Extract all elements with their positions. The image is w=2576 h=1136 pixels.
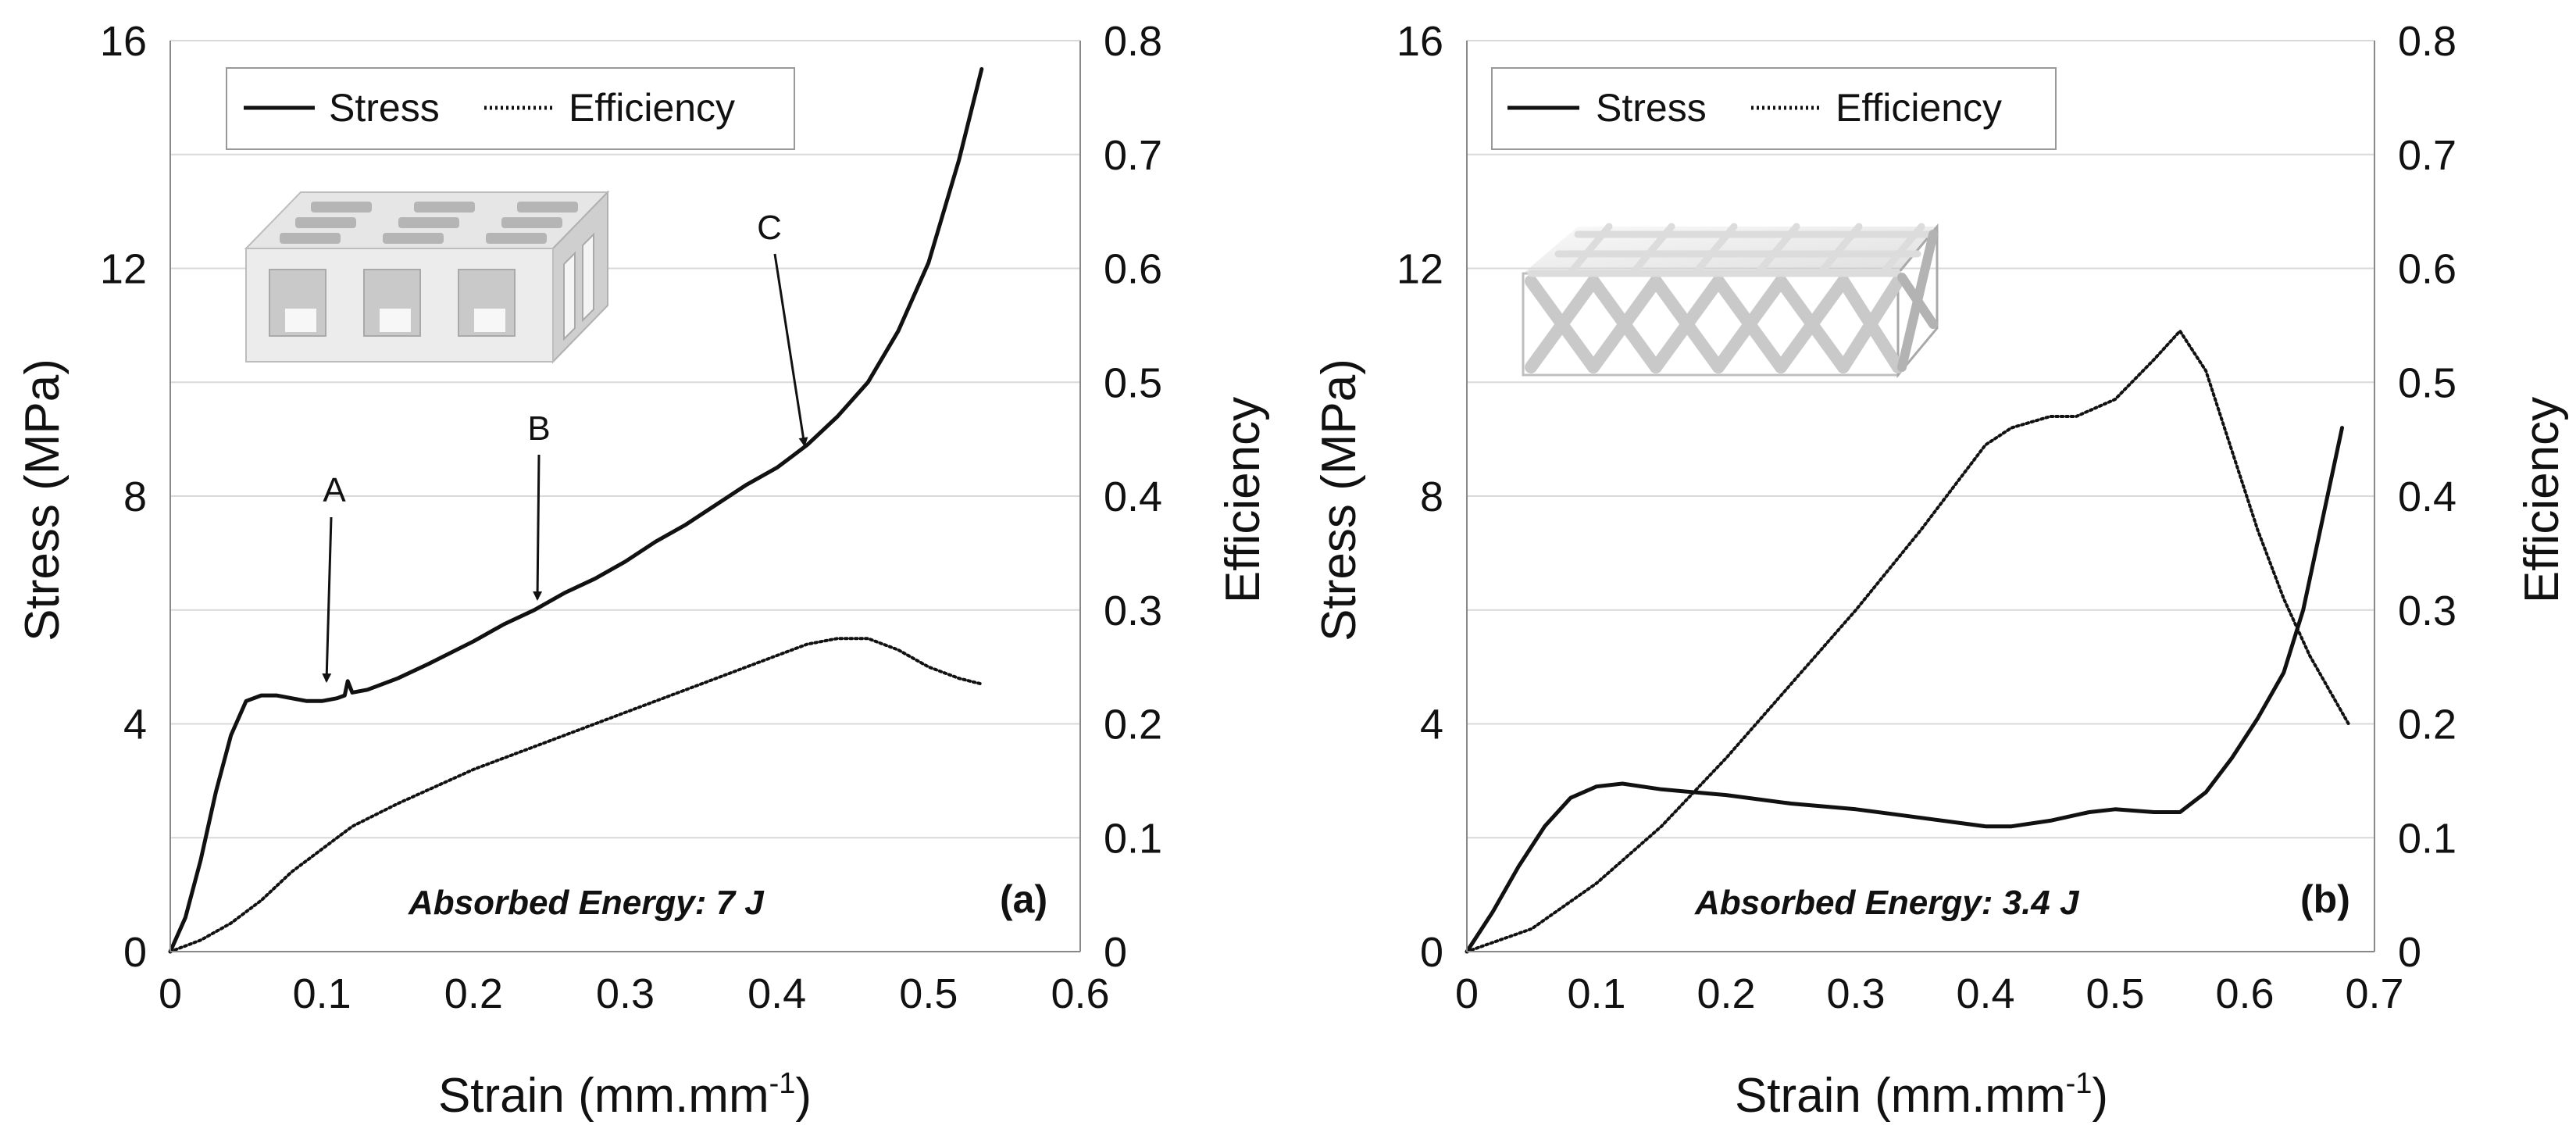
legend-stress-label: Stress <box>1596 86 1707 130</box>
y-axis-title: Stress (MPa) <box>16 359 70 641</box>
axes-a <box>169 41 1081 952</box>
series-group-a <box>168 66 984 954</box>
y2-tick-label: 0.6 <box>2398 246 2456 293</box>
x-tick-label: 0.7 <box>2345 970 2403 1017</box>
y-tick-label: 8 <box>1420 473 1443 520</box>
stress-series-line <box>1465 426 2344 954</box>
x-axis-title: Strain (mm.mm-1) <box>1735 1067 2108 1123</box>
legend-stress-label: Stress <box>329 86 440 130</box>
stress-series-line <box>168 66 984 954</box>
y2-tick-label: 0.6 <box>1104 246 1162 293</box>
x-tick-label: 0.4 <box>747 970 806 1017</box>
y-tick-label: 8 <box>123 473 147 520</box>
y2-tick-label: 0.3 <box>1104 588 1162 634</box>
y-tick-label: 12 <box>100 246 147 293</box>
y2-tick-label: 0.2 <box>1104 702 1162 748</box>
y-tick-label: 16 <box>100 18 147 65</box>
x-tick-label: 0.2 <box>444 970 503 1017</box>
y2-tick-label: 0.3 <box>2398 588 2456 634</box>
lattice-structure-image <box>1522 223 1939 379</box>
y2-tick-label: 0 <box>1104 929 1127 976</box>
x-tick-label: 0.4 <box>1956 970 2014 1017</box>
y-tick-label: 0 <box>123 929 147 976</box>
y-tick-label: 0 <box>1420 929 1443 976</box>
x-tick-label: 0.1 <box>293 970 351 1017</box>
panel-label: (b) <box>2300 877 2350 921</box>
x-tick-label: 0.6 <box>1051 970 1109 1017</box>
absorbed-energy-label: Absorbed Energy: 7 J <box>408 884 765 922</box>
y2-axis-title: Efficiency <box>1216 397 1270 603</box>
panel-a: 0 0.1 0.2 0.3 0.4 0.5 0.6048121600.10.20.30.40… <box>16 18 1270 1123</box>
y2-tick-label: 0.5 <box>1104 359 1162 406</box>
y2-axis-title: Efficiency <box>2515 397 2569 603</box>
y2-tick-label: 0.2 <box>2398 702 2456 748</box>
efficiency-series-line <box>1465 329 2350 953</box>
x-tick-label: 0.5 <box>2085 970 2144 1017</box>
y2-tick-label: 0.7 <box>1104 132 1162 179</box>
y2-tick-label: 0.1 <box>1104 815 1162 862</box>
x-tick-label: 0.5 <box>899 970 958 1017</box>
ticks-b: 0 0.1 0.2 0.3 0.4 0.5 0.6 0.7048121600.10.20.30… <box>1397 18 2456 1017</box>
series-group-b <box>1465 329 2350 954</box>
y2-tick-label: 0.5 <box>2398 359 2456 406</box>
y2-tick-label: 0.4 <box>2398 473 2456 520</box>
gridlines-b <box>1467 40 2374 952</box>
x-tick-label: 0.3 <box>596 970 655 1017</box>
x-tick-label: 0 <box>159 970 182 1017</box>
absorbed-energy-label: Absorbed Energy: 3.4 J <box>1694 884 2080 922</box>
panel-label: (a) <box>1000 877 1047 921</box>
y2-tick-label: 0.7 <box>2398 132 2456 179</box>
panel-b: 0 0.1 0.2 0.3 0.4 0.5 0.6 0.7048121600.10.20.30… <box>1312 18 2569 1123</box>
y2-tick-label: 0.8 <box>2398 18 2456 65</box>
efficiency-series-line <box>169 637 983 953</box>
y-tick-label: 12 <box>1397 246 1443 293</box>
axes-b <box>1466 41 2375 952</box>
x-tick-label: 0.2 <box>1697 970 1755 1017</box>
x-axis-title: Strain (mm.mm-1) <box>438 1067 812 1123</box>
legend-b: Stress Efficiency <box>1491 67 2057 150</box>
annotation-b-label: B <box>527 409 550 448</box>
y2-tick-label: 0.4 <box>1104 473 1162 520</box>
y-tick-label: 4 <box>1420 702 1443 748</box>
y-tick-label: 4 <box>123 702 147 748</box>
x-tick-label: 0.1 <box>1567 970 1625 1017</box>
y2-tick-label: 0 <box>2398 929 2421 976</box>
annotation-b-arrow <box>533 454 543 601</box>
y-tick-label: 16 <box>1397 18 1443 65</box>
cellular-block-image <box>244 190 610 364</box>
x-tick-label: 0 <box>1455 970 1479 1017</box>
legend-efficiency-label: Efficiency <box>569 86 735 130</box>
annotation-a-arrow <box>322 516 333 683</box>
y2-tick-label: 0.8 <box>1104 18 1162 65</box>
y-axis-title: Stress (MPa) <box>1312 359 1366 641</box>
legend-a: Stress Efficiency <box>226 67 795 150</box>
annotation-c-label: C <box>757 209 782 247</box>
y2-tick-label: 0.1 <box>2398 815 2456 862</box>
annotations-a: A B C <box>322 209 808 683</box>
gridlines-a <box>170 40 1080 952</box>
ticks-a: 0 0.1 0.2 0.3 0.4 0.5 0.6048121600.10.20.30.40… <box>100 18 1162 1017</box>
legend-box <box>226 67 795 150</box>
legend-efficiency-label: Efficiency <box>1836 86 2002 130</box>
annotation-a-label: A <box>323 471 346 509</box>
x-tick-label: 0.6 <box>2215 970 2274 1017</box>
x-tick-label: 0.3 <box>1826 970 1885 1017</box>
annotation-c-arrow <box>773 253 808 447</box>
